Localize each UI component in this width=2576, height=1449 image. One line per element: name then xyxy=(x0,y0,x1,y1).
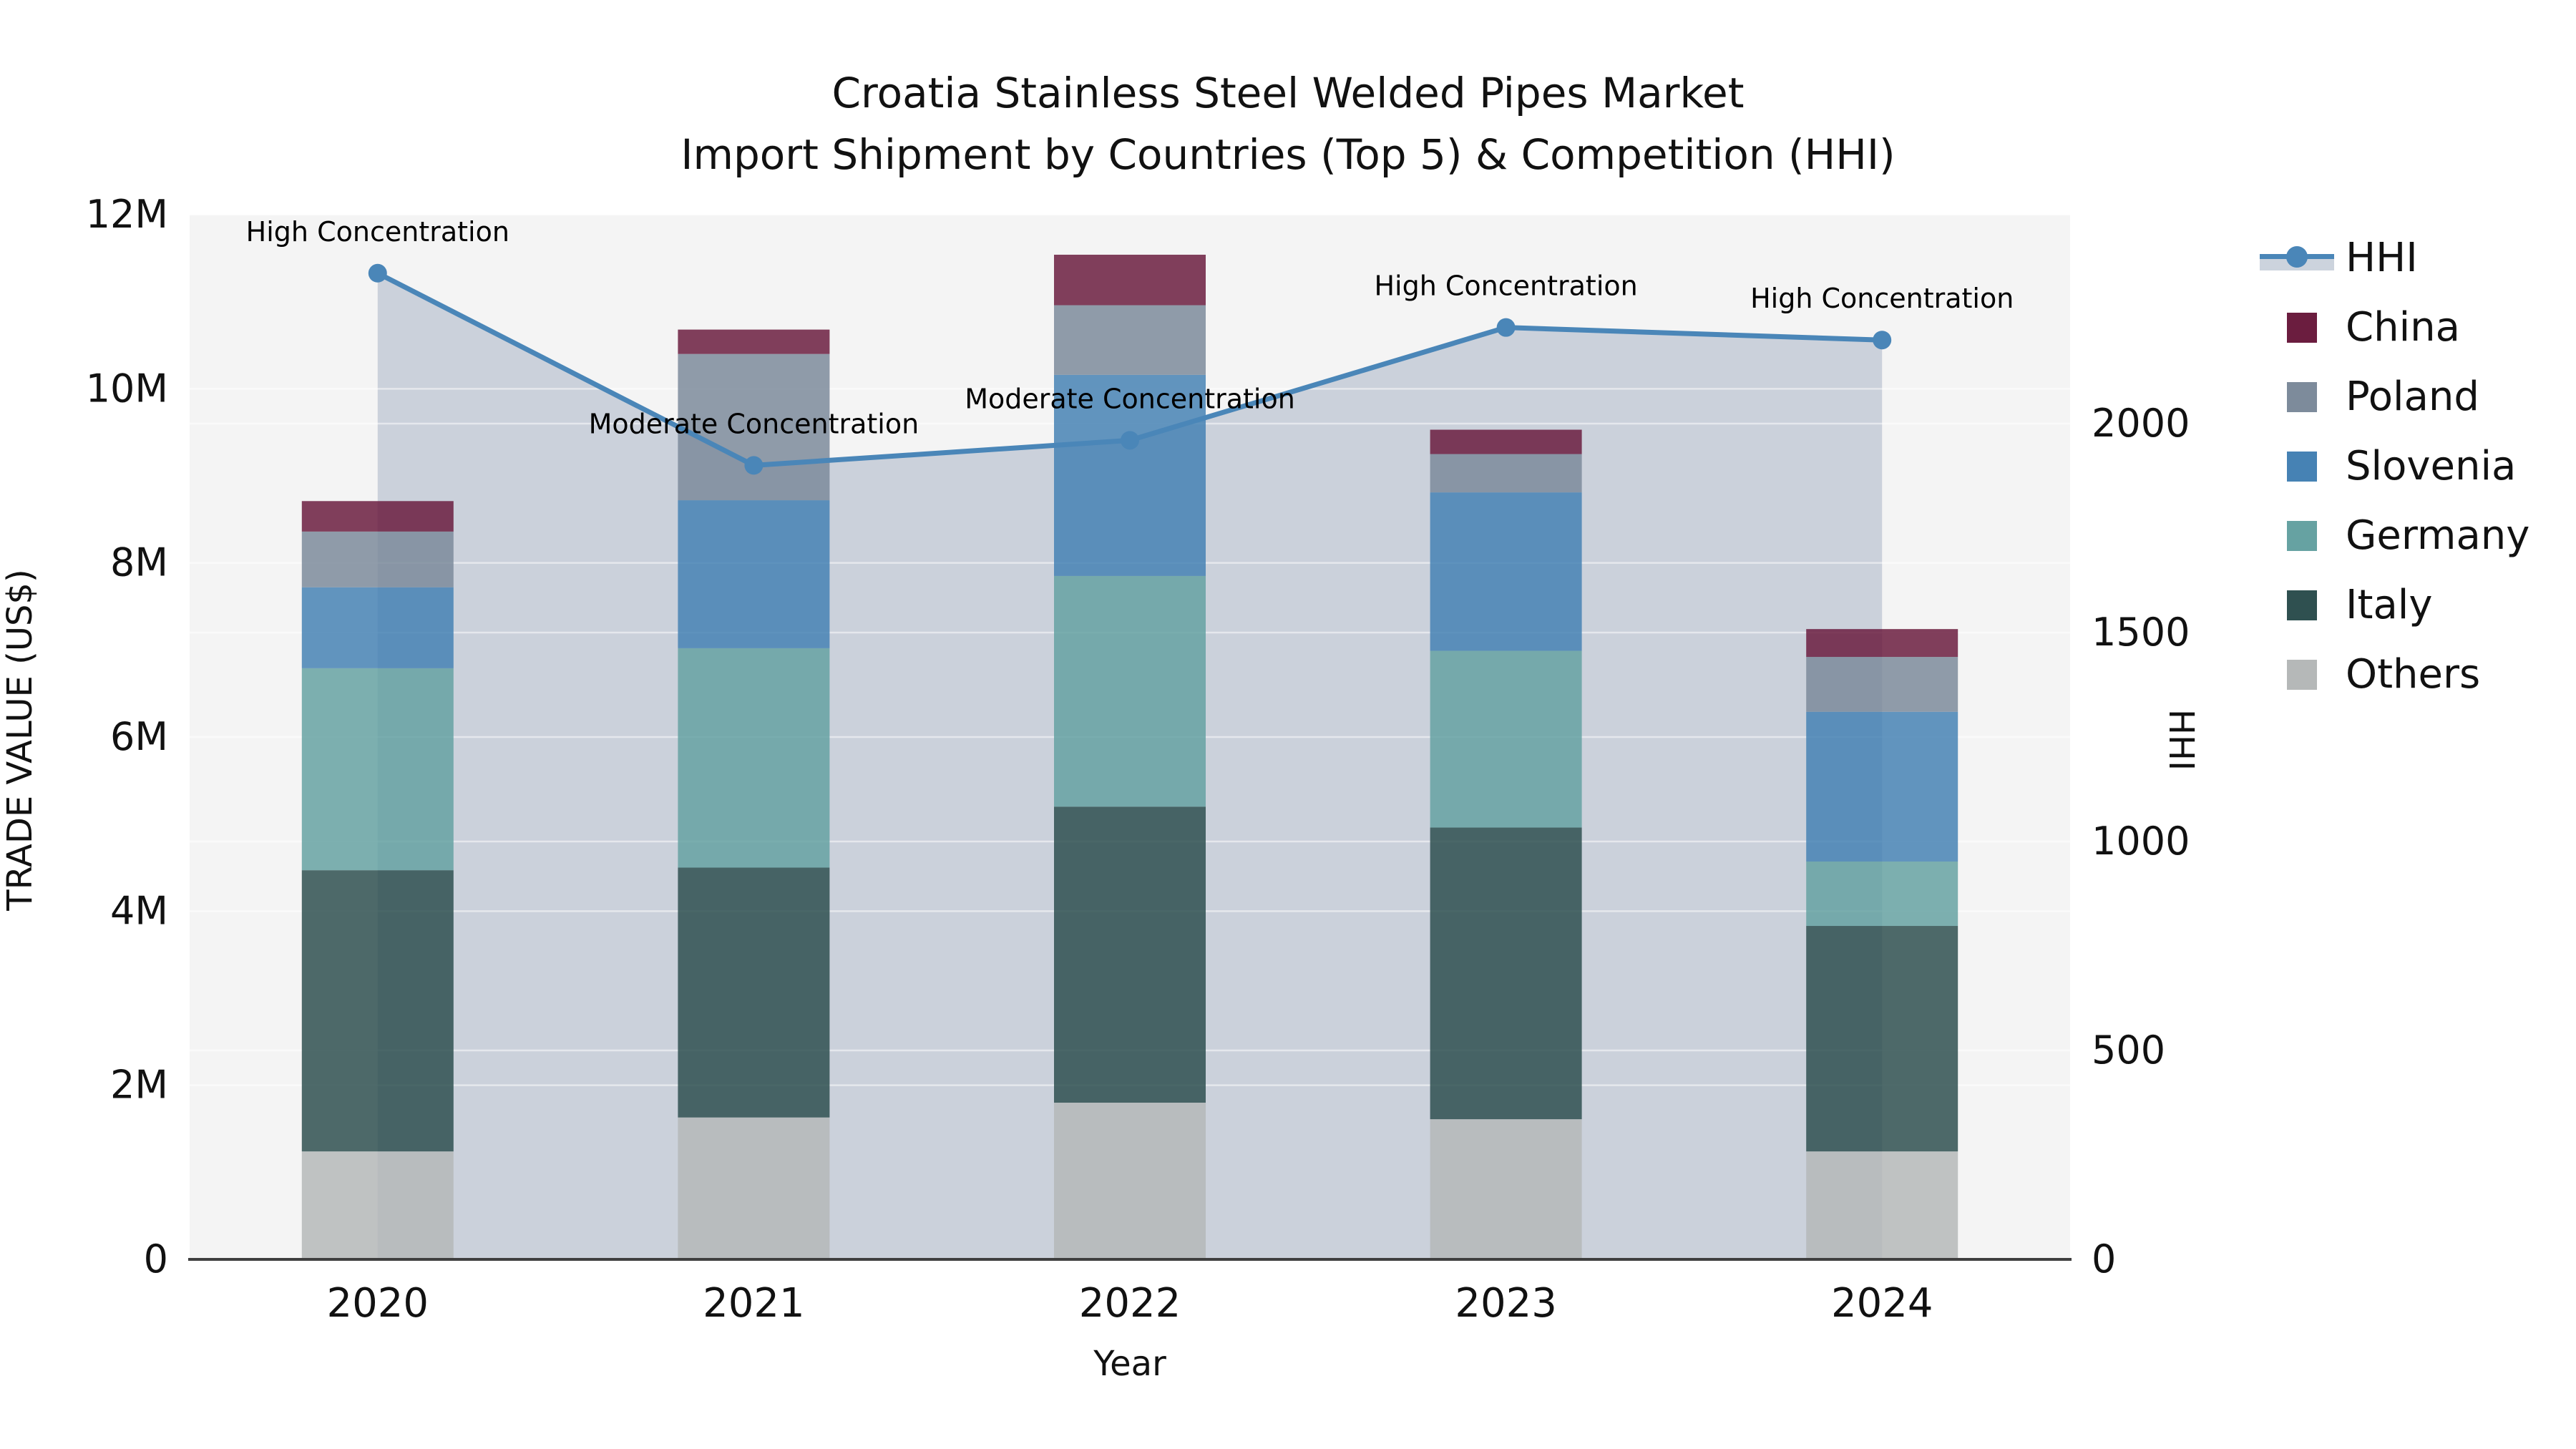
hhi-marker-2024 xyxy=(1873,331,1892,350)
bar-segment-italy-2024 xyxy=(1806,926,1958,1152)
legend-item-italy: Italy xyxy=(2260,570,2529,640)
legend-label-china: China xyxy=(2346,304,2460,351)
bar-segment-poland-2020 xyxy=(301,531,454,587)
legend-swatch-slovenia xyxy=(2287,451,2317,482)
y-left-tick-6M: 6M xyxy=(110,714,168,759)
bar-segment-germany-2021 xyxy=(678,648,830,868)
x-tick-2020: 2020 xyxy=(327,1280,429,1327)
y-right-tick-1500: 1500 xyxy=(2092,610,2190,655)
annotation-2021: Moderate Concentration xyxy=(589,408,919,439)
annotation-2023: High Concentration xyxy=(1374,270,1637,302)
x-axis-title: Year xyxy=(1093,1344,1166,1384)
x-tick-2023: 2023 xyxy=(1455,1280,1557,1327)
legend-swatch-poland xyxy=(2287,381,2317,412)
y-left-tick-12M: 12M xyxy=(86,192,168,237)
legend: HHI China Poland Slovenia Germany Italy Others xyxy=(2260,223,2529,709)
bar-segment-italy-2022 xyxy=(1054,806,1206,1103)
bar-segment-italy-2023 xyxy=(1430,827,1582,1120)
y-left-tick-10M: 10M xyxy=(86,366,168,411)
bar-segment-poland-2022 xyxy=(1054,305,1206,375)
legend-label-poland: Poland xyxy=(2346,374,2479,420)
bar-segment-germany-2024 xyxy=(1806,861,1958,927)
bar-segment-china-2023 xyxy=(1430,429,1582,454)
y-right-tick-500: 500 xyxy=(2092,1028,2165,1073)
chart-title-line2: Import Shipment by Countries (Top 5) & C… xyxy=(680,130,1896,179)
hhi-marker-2020 xyxy=(368,263,387,283)
bar-segment-slovenia-2023 xyxy=(1430,492,1582,651)
bar-segment-slovenia-2022 xyxy=(1054,374,1206,576)
bar-segment-poland-2023 xyxy=(1430,454,1582,493)
legend-label-hhi: HHI xyxy=(2346,235,2418,281)
hhi-line-legend-icon xyxy=(2260,244,2334,273)
x-tick-2021: 2021 xyxy=(703,1280,805,1327)
bar-segment-slovenia-2020 xyxy=(301,587,454,668)
legend-item-slovenia: Slovenia xyxy=(2260,431,2529,501)
bar-segment-slovenia-2021 xyxy=(678,500,830,648)
bar-segment-germany-2023 xyxy=(1430,650,1582,828)
legend-item-germany: Germany xyxy=(2260,501,2529,570)
y-left-tick-2M: 2M xyxy=(110,1063,168,1108)
y-right-tick-1000: 1000 xyxy=(2092,819,2190,864)
chart-title-line1: Croatia Stainless Steel Welded Pipes Mar… xyxy=(831,69,1745,117)
bar-segment-poland-2021 xyxy=(678,353,830,501)
legend-label-slovenia: Slovenia xyxy=(2346,443,2517,489)
bar-segment-china-2021 xyxy=(678,329,830,354)
annotation-2022: Moderate Concentration xyxy=(965,383,1295,414)
legend-label-others: Others xyxy=(2346,651,2481,698)
bar-segment-china-2020 xyxy=(301,501,454,532)
bar-segment-poland-2024 xyxy=(1806,657,1958,712)
legend-item-china: China xyxy=(2260,293,2529,362)
x-tick-2024: 2024 xyxy=(1831,1280,1933,1327)
hhi-marker-2021 xyxy=(744,456,763,475)
legend-swatch-others xyxy=(2287,659,2317,690)
bar-segment-germany-2020 xyxy=(301,668,454,871)
legend-item-hhi: HHI xyxy=(2260,223,2529,293)
y-left-tick-0: 0 xyxy=(144,1236,168,1282)
hhi-marker-2022 xyxy=(1121,431,1139,450)
legend-item-others: Others xyxy=(2260,640,2529,709)
x-tick-2022: 2022 xyxy=(1079,1280,1181,1327)
hhi-marker-2023 xyxy=(1496,318,1516,337)
legend-swatch-china xyxy=(2287,312,2317,343)
y-right-axis-title: HHI xyxy=(2161,708,2201,771)
y-left-tick-4M: 4M xyxy=(110,888,168,933)
annotation-2024: High Concentration xyxy=(1750,283,2014,314)
bar-segment-others-2023 xyxy=(1430,1119,1582,1259)
bar-segment-slovenia-2024 xyxy=(1806,711,1958,862)
y-right-tick-2000: 2000 xyxy=(2092,401,2190,446)
bar-segment-italy-2021 xyxy=(678,867,830,1118)
legend-swatch-italy xyxy=(2287,590,2317,620)
y-left-tick-8M: 8M xyxy=(110,540,168,585)
bar-segment-others-2024 xyxy=(1806,1151,1958,1259)
legend-label-germany: Germany xyxy=(2346,512,2530,559)
annotation-2020: High Concentration xyxy=(246,216,509,248)
bar-segment-china-2024 xyxy=(1806,629,1958,658)
bar-segment-others-2020 xyxy=(301,1151,454,1259)
y-right-tick-0: 0 xyxy=(2092,1236,2116,1282)
hhi-marker-sample xyxy=(2286,245,2308,268)
legend-label-italy: Italy xyxy=(2346,582,2433,628)
bar-segment-others-2022 xyxy=(1054,1103,1206,1259)
y-left-axis-title: TRADE VALUE (US$) xyxy=(0,569,40,911)
legend-swatch-germany xyxy=(2287,520,2317,551)
bar-segment-germany-2022 xyxy=(1054,575,1206,807)
legend-item-poland: Poland xyxy=(2260,362,2529,431)
bar-segment-italy-2020 xyxy=(301,870,454,1152)
bar-segment-others-2021 xyxy=(678,1117,830,1259)
bar-segment-china-2022 xyxy=(1054,254,1206,306)
